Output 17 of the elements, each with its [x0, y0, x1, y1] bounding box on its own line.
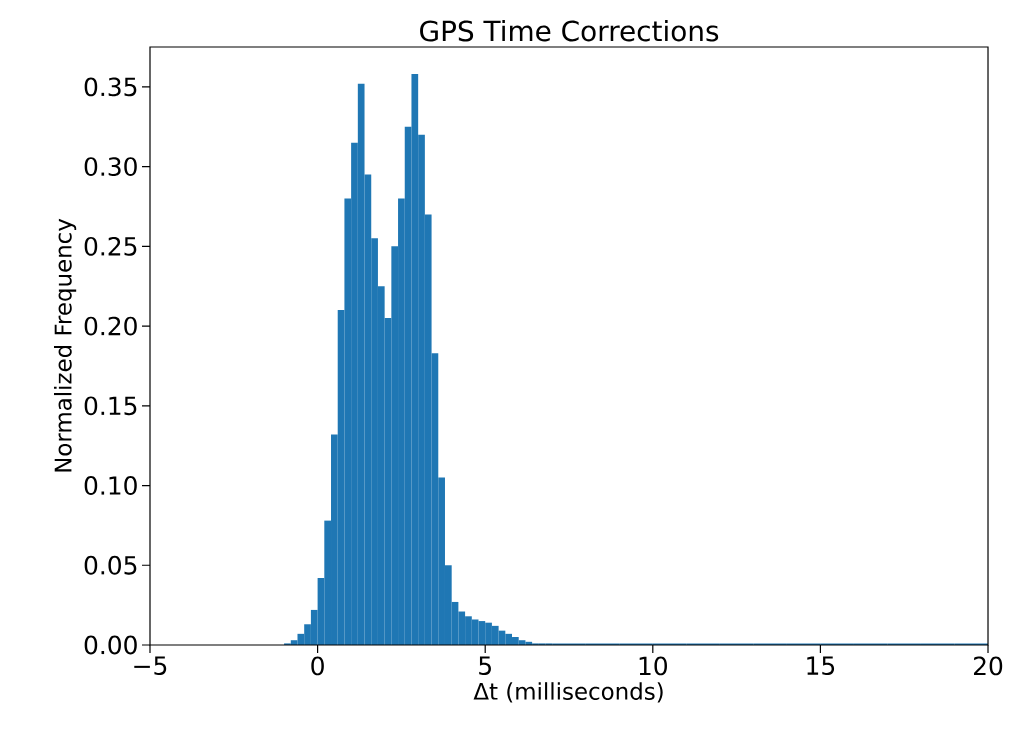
x-tick-label: 20 — [973, 656, 1003, 676]
x-tick-label: 10 — [639, 656, 667, 676]
y-tick-label: 0.05 — [84, 555, 137, 575]
y-tick-label: 0.35 — [84, 77, 137, 97]
x-tick-label: 5 — [479, 656, 491, 676]
x-tick-label: −5 — [134, 656, 167, 676]
y-tick-label: 0.20 — [84, 316, 137, 336]
y-tick-label: 0.00 — [84, 635, 137, 655]
x-axis-title: Δt (milliseconds) — [473, 682, 663, 703]
y-tick-label: 0.30 — [84, 157, 137, 177]
y-tick-label: 0.10 — [84, 476, 137, 495]
x-tick-label: 0 — [311, 656, 324, 676]
x-tick-label: 15 — [807, 656, 835, 676]
y-axis-title: Normalized Frequency — [54, 218, 77, 472]
y-tick-label: 0.25 — [84, 236, 137, 256]
chart-title: GPS Time Corrections — [420, 19, 719, 42]
y-tick-label: 0.15 — [84, 396, 137, 416]
